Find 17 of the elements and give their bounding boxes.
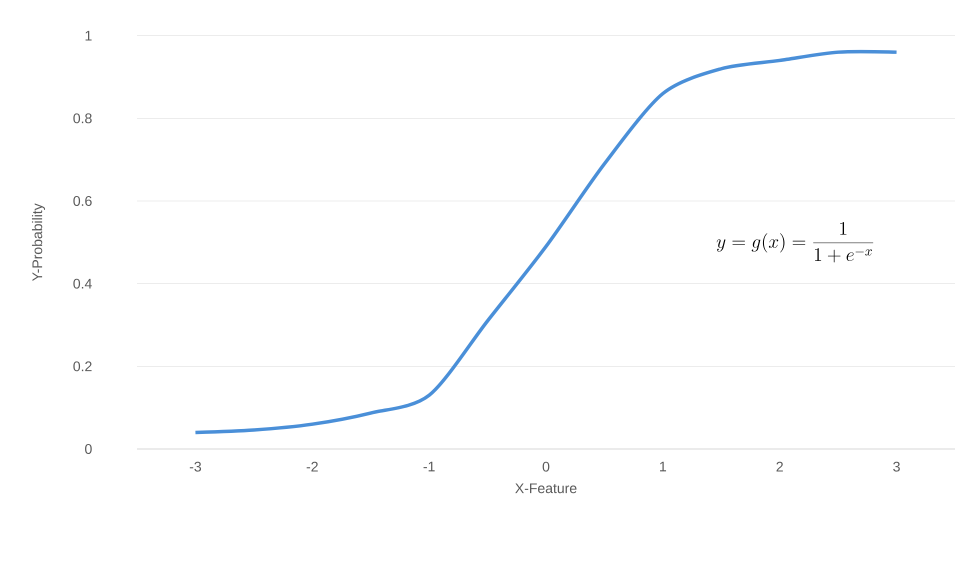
line-series: [194, 50, 898, 434]
y-tick-label: 0: [85, 444, 92, 454]
x-tick-label: -1: [424, 462, 435, 472]
y-tick-label: 0.8: [73, 113, 92, 124]
annotation: $y = g(x) = \frac{1}{1 + e^{-x}}$: [716, 222, 874, 262]
y-axis-title: Y-Probability: [32, 203, 46, 282]
y-tick-label: 0.2: [73, 361, 92, 372]
y-tick-label: 0.4: [73, 278, 92, 289]
x-tick-label: 0: [542, 462, 550, 472]
y-tick-label: 1: [86, 30, 92, 40]
x-tick-label: 3: [893, 462, 900, 472]
y-tick-label: 0.6: [73, 196, 92, 206]
x-tick-label: 2: [776, 462, 783, 472]
x-tick-label: -3: [190, 462, 202, 472]
x-tick-label: -2: [306, 462, 318, 472]
x-axis-title: X-Feature: [515, 483, 576, 494]
x-tick-label: 1: [660, 462, 666, 472]
